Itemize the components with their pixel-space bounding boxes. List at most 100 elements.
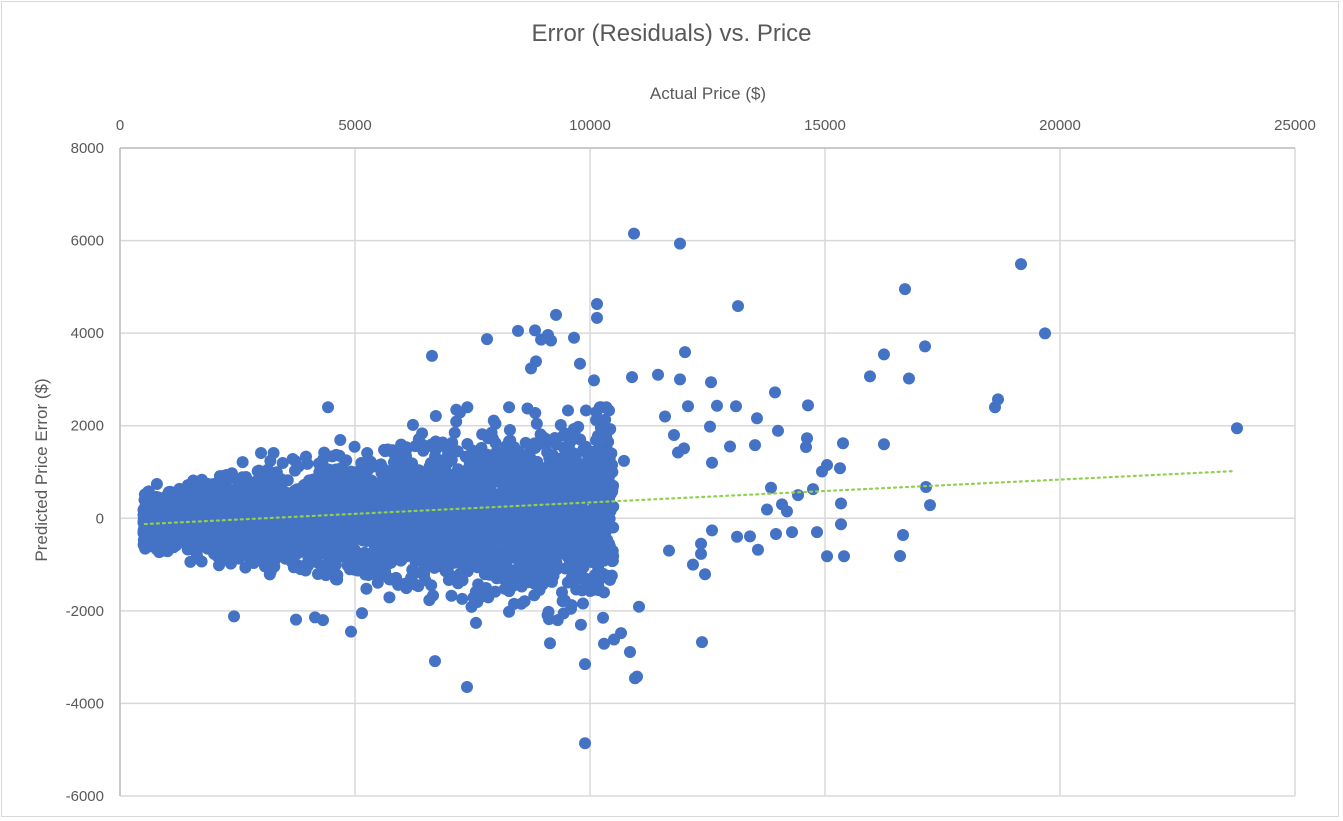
data-point[interactable] (815, 465, 828, 478)
data-point[interactable] (772, 424, 784, 437)
data-point[interactable] (469, 616, 482, 629)
data-point[interactable] (425, 349, 438, 362)
data-point[interactable] (1231, 422, 1244, 435)
data-point[interactable] (591, 311, 604, 324)
data-point[interactable] (667, 428, 680, 441)
data-point[interactable] (743, 530, 756, 543)
data-point[interactable] (617, 454, 630, 467)
data-point[interactable] (674, 373, 687, 386)
data-point[interactable] (627, 227, 640, 240)
data-point[interactable] (801, 399, 814, 412)
data-point[interactable] (780, 505, 793, 518)
data-point[interactable] (671, 446, 684, 459)
data-point[interactable] (631, 670, 643, 683)
data-point[interactable] (834, 518, 847, 531)
data-point[interactable] (652, 368, 665, 381)
data-point[interactable] (761, 503, 774, 516)
data-point[interactable] (663, 544, 676, 557)
data-point[interactable] (897, 528, 910, 541)
data-point[interactable] (696, 636, 709, 649)
data-point[interactable] (834, 497, 847, 510)
data-point[interactable] (821, 550, 834, 563)
data-point[interactable] (807, 483, 820, 496)
data-point[interactable] (800, 432, 813, 445)
data-point[interactable] (706, 524, 719, 537)
data-point[interactable] (345, 625, 358, 638)
data-point[interactable] (695, 547, 708, 560)
data-point[interactable] (724, 440, 737, 453)
data-point[interactable] (290, 613, 303, 626)
data-point[interactable] (529, 324, 542, 337)
data-point[interactable] (792, 489, 805, 502)
data-point[interactable] (542, 613, 555, 626)
data-point[interactable] (705, 376, 718, 389)
data-point[interactable] (703, 420, 716, 433)
data-point[interactable] (322, 401, 335, 414)
data-point[interactable] (837, 550, 850, 563)
data-point[interactable] (800, 441, 813, 454)
data-point[interactable] (877, 348, 890, 361)
data-point[interactable] (356, 607, 369, 620)
data-point[interactable] (894, 550, 907, 563)
data-point[interactable] (626, 371, 639, 384)
data-point[interactable] (481, 333, 494, 346)
data-point[interactable] (573, 357, 586, 370)
data-point[interactable] (633, 600, 646, 613)
data-point[interactable] (678, 346, 691, 359)
data-point[interactable] (811, 526, 824, 539)
data-point[interactable] (598, 637, 611, 650)
data-point[interactable] (764, 481, 777, 494)
scatter-series-residuals[interactable] (137, 227, 1244, 750)
data-point[interactable] (833, 462, 846, 475)
data-point[interactable] (769, 528, 782, 541)
data-point[interactable] (525, 362, 538, 375)
data-point[interactable] (511, 324, 524, 337)
data-point[interactable] (695, 537, 708, 550)
data-point[interactable] (568, 331, 581, 344)
data-point[interactable] (768, 386, 781, 399)
data-point[interactable] (699, 568, 712, 581)
data-point[interactable] (710, 399, 723, 412)
data-point[interactable] (508, 597, 521, 610)
data-point[interactable] (751, 543, 764, 556)
data-point[interactable] (786, 526, 799, 539)
data-point[interactable] (255, 447, 267, 460)
data-point[interactable] (877, 438, 890, 451)
data-point[interactable] (555, 586, 568, 599)
data-point[interactable] (837, 437, 850, 450)
data-point[interactable] (579, 737, 592, 750)
data-point[interactable] (580, 404, 593, 417)
data-point[interactable] (608, 633, 621, 646)
data-point[interactable] (228, 610, 241, 623)
data-point[interactable] (898, 283, 911, 296)
data-point[interactable] (602, 404, 615, 417)
data-point[interactable] (749, 439, 762, 452)
data-point[interactable] (732, 300, 745, 313)
data-point[interactable] (591, 297, 604, 310)
data-point[interactable] (604, 573, 617, 586)
data-point[interactable] (579, 658, 592, 671)
data-point[interactable] (587, 374, 600, 387)
data-point[interactable] (706, 456, 719, 469)
data-point[interactable] (674, 237, 687, 250)
data-point[interactable] (550, 308, 563, 321)
data-point[interactable] (863, 370, 876, 383)
data-point[interactable] (1014, 258, 1027, 271)
data-point[interactable] (544, 637, 557, 650)
data-point[interactable] (731, 530, 744, 543)
data-point[interactable] (919, 340, 932, 353)
data-point[interactable] (428, 655, 441, 668)
data-point[interactable] (576, 597, 589, 610)
data-point[interactable] (681, 400, 694, 413)
data-point[interactable] (309, 611, 322, 624)
data-point[interactable] (623, 646, 636, 659)
data-point[interactable] (1039, 327, 1052, 340)
data-point[interactable] (902, 372, 915, 385)
data-point[interactable] (988, 401, 1001, 414)
data-point[interactable] (923, 499, 936, 512)
data-point[interactable] (750, 412, 763, 425)
data-point[interactable] (729, 400, 742, 413)
data-point[interactable] (598, 586, 611, 599)
